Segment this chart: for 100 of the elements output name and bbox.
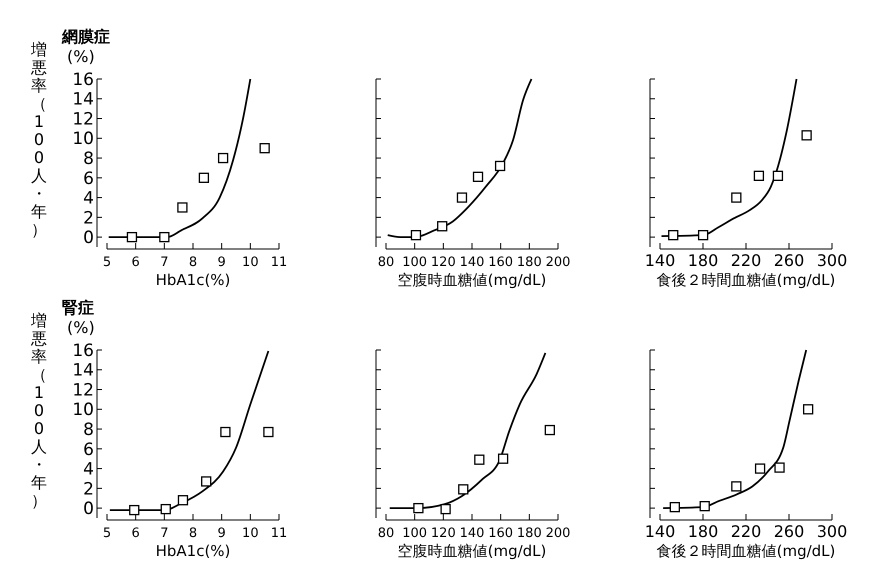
point [410,230,422,240]
x-axis-title: 食後２時間血糖値(mg/dL) [656,542,836,560]
x-tick-label: 220 [730,251,762,270]
point [698,230,708,240]
point [772,170,784,181]
point [458,484,468,494]
point [263,426,274,438]
point [474,454,484,465]
x-tick-label: 180 [688,522,718,541]
point [201,476,212,487]
x-tick-label: 160 [488,526,514,541]
x-tick-label: 200 [546,526,570,541]
point [731,192,742,203]
point [456,192,468,203]
y-tick-label: 2 [83,479,94,500]
point [670,502,680,512]
x-tick-label: 100 [402,526,428,541]
y-tick-label: 16 [72,70,94,90]
point [220,426,231,438]
point [754,463,766,474]
point [472,172,484,182]
point [437,221,448,232]
x-tick-label: 6 [132,255,140,270]
x-tick-label: 9 [218,255,226,270]
y-tick-label: 14 [72,360,94,381]
y-tick-label: 8 [83,420,94,440]
y-tick-label: 2 [83,208,94,228]
text: 増悪率（100人・年） [31,311,47,510]
x-tick-label: 140 [460,255,484,270]
x-axis-title: 空腹時血糖値(mg/dL) [398,271,546,289]
point [260,143,270,154]
x-tick-label: 140 [644,522,676,541]
x-tick-label: 9 [218,526,226,541]
point [498,454,508,464]
x-axis-title: HbA1c(%) [156,271,230,289]
point [177,202,188,213]
point [413,502,424,514]
x-tick-label: 8 [188,526,198,541]
text: (%) [67,318,95,337]
x-tick-label: 80 [378,255,394,270]
y-tick-label: 12 [72,380,94,400]
x-tick-label: 220 [730,522,762,541]
x-tick-label: 100 [402,255,428,270]
y-tick-label: 10 [72,400,94,420]
point [160,504,171,514]
y-tick-label: 0 [83,499,94,520]
point [774,462,785,473]
x-tick-label: 80 [378,526,394,541]
x-tick-label: 300 [816,251,848,270]
y-tick-label: 4 [83,188,94,209]
y-tick-label: 12 [72,109,94,130]
point [700,500,710,512]
y-tick-label: 10 [72,129,94,150]
y-tick-label: 8 [83,149,94,170]
y-tick-label: 6 [83,168,94,189]
x-tick-label: 300 [816,522,848,541]
x-tick-label: 180 [688,251,718,270]
x-tick-label: 8 [188,255,198,270]
x-tick-label: 260 [774,522,804,541]
x-tick-label: 120 [430,255,456,270]
x-tick-label: 140 [460,526,484,541]
y-tick-label: 14 [72,90,94,110]
x-tick-label: 11 [270,526,288,541]
x-tick-label: 120 [430,526,456,541]
point [178,495,188,506]
text: 増悪率（100人・年） [31,40,47,239]
y-tick-label: 16 [72,340,94,361]
point [801,130,812,140]
x-tick-label: 180 [516,255,542,270]
x-tick-label: 10 [242,255,259,270]
point [440,504,451,514]
point [198,172,210,183]
x-tick-label: 260 [774,251,804,270]
x-axis-title: HbA1c(%) [156,542,230,560]
x-tick-label: 160 [488,255,514,270]
point [129,504,140,516]
y-tick-label: 0 [83,228,94,248]
point [218,152,228,164]
y-tick-label: 6 [83,440,94,460]
point [126,232,138,242]
x-tick-label: 180 [516,526,542,541]
chart-title: 腎症 [62,298,94,317]
x-tick-label: 11 [270,255,288,270]
x-tick-label: 10 [242,526,259,541]
point [731,481,742,492]
x-axis-title: 食後２時間血糖値(mg/dL) [656,271,836,289]
y-tick-label: 4 [83,460,94,480]
x-tick-label: 5 [102,526,112,541]
x-axis-title: 空腹時血糖値(mg/dL) [398,542,546,560]
x-tick-label: 7 [160,255,168,270]
text: (%) [67,47,95,66]
x-tick-label: 7 [160,526,168,541]
point [544,424,555,436]
chart-title: 網膜症 [61,27,110,46]
point [754,170,764,181]
point [494,160,506,172]
x-tick-label: 200 [546,255,570,270]
x-tick-label: 5 [102,255,112,270]
point [802,404,814,414]
point [159,232,170,242]
